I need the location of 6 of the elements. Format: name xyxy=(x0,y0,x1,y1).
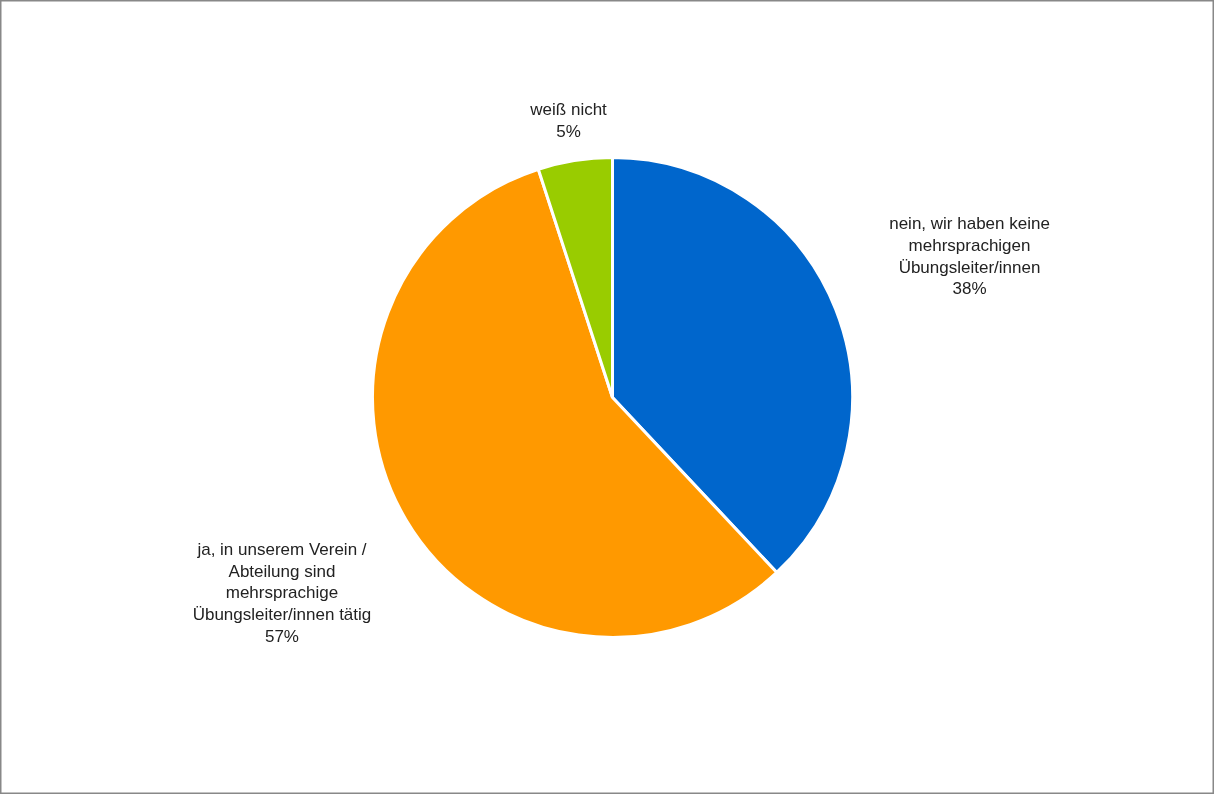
slice-label: weiß nicht xyxy=(529,99,608,119)
slice-label: ja, in unserem Verein / Abteilung sind mehrsprachige Übungsleiter/innen tätig xyxy=(192,539,372,625)
data-label: 57% xyxy=(264,627,299,647)
data-label: 38% xyxy=(952,279,987,299)
slice-label: nein, wir haben keine mehrsprachigen Übungsleiter/innen xyxy=(889,213,1050,277)
data-label: 5% xyxy=(556,121,581,141)
